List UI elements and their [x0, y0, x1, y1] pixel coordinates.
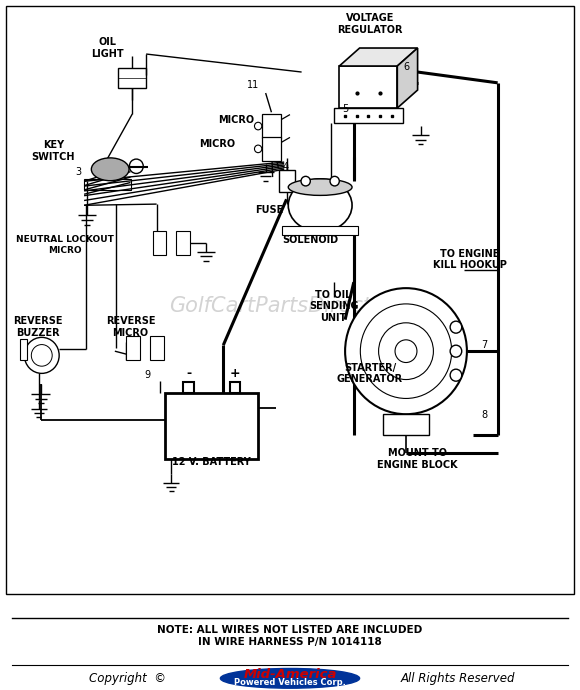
- Polygon shape: [397, 48, 418, 108]
- Text: FUSE: FUSE: [256, 205, 284, 215]
- Text: REVERSE
BUZZER: REVERSE BUZZER: [13, 316, 63, 338]
- Bar: [334, 108, 403, 123]
- Circle shape: [450, 369, 462, 381]
- Text: REVERSE
MICRO: REVERSE MICRO: [106, 316, 155, 338]
- Text: KEY
SWITCH: KEY SWITCH: [31, 141, 75, 162]
- Circle shape: [255, 145, 262, 152]
- Bar: [20, 339, 27, 360]
- Text: Mid-America: Mid-America: [243, 668, 337, 681]
- Bar: [262, 137, 281, 161]
- Bar: [126, 336, 140, 360]
- Text: 12 V. BATTERY: 12 V. BATTERY: [172, 457, 251, 467]
- Text: -: -: [186, 367, 191, 380]
- Text: All Rights Reserved: All Rights Reserved: [401, 672, 516, 685]
- Text: +: +: [230, 367, 240, 380]
- Text: OIL
LIGHT: OIL LIGHT: [91, 37, 124, 59]
- Circle shape: [450, 345, 462, 357]
- Text: VOLTAGE
REGULATOR: VOLTAGE REGULATOR: [338, 13, 403, 34]
- Text: TO OIL
SENDING
UNIT: TO OIL SENDING UNIT: [309, 290, 358, 323]
- Text: 7: 7: [481, 340, 487, 350]
- Ellipse shape: [220, 669, 360, 688]
- Bar: [282, 226, 358, 235]
- Circle shape: [301, 177, 310, 186]
- Text: MICRO: MICRO: [200, 139, 235, 149]
- Bar: [339, 66, 397, 108]
- Bar: [383, 414, 429, 435]
- Bar: [176, 230, 190, 255]
- Text: SOLENOID: SOLENOID: [282, 235, 338, 245]
- Text: NOTE: ALL WIRES NOT LISTED ARE INCLUDED
IN WIRE HARNESS P/N 1014118: NOTE: ALL WIRES NOT LISTED ARE INCLUDED …: [157, 625, 423, 647]
- Text: TO ENGINE
KILL HOOKUP: TO ENGINE KILL HOOKUP: [433, 248, 507, 270]
- Bar: [150, 336, 164, 360]
- Text: 5: 5: [343, 104, 349, 115]
- Circle shape: [450, 321, 462, 333]
- Bar: [118, 68, 146, 88]
- Text: 8: 8: [481, 411, 487, 420]
- Bar: [84, 179, 130, 190]
- Text: 6: 6: [403, 62, 409, 72]
- Circle shape: [24, 337, 59, 373]
- Bar: [279, 170, 295, 192]
- Text: 4: 4: [283, 162, 289, 172]
- Ellipse shape: [92, 158, 129, 181]
- Text: Powered Vehicles Corp.: Powered Vehicles Corp.: [234, 678, 346, 687]
- Text: MOUNT TO
ENGINE BLOCK: MOUNT TO ENGINE BLOCK: [377, 448, 458, 470]
- Bar: [262, 114, 281, 138]
- Text: 11: 11: [246, 80, 259, 90]
- Circle shape: [255, 122, 262, 130]
- Circle shape: [345, 288, 467, 414]
- Text: Copyright  ©: Copyright ©: [89, 672, 166, 685]
- Text: MICRO: MICRO: [219, 115, 255, 125]
- Text: GolfCartPartsDirect: GolfCartPartsDirect: [169, 296, 371, 316]
- Polygon shape: [339, 48, 418, 66]
- Ellipse shape: [288, 179, 352, 195]
- Circle shape: [330, 177, 339, 186]
- Text: 3: 3: [75, 167, 81, 177]
- Bar: [165, 393, 258, 460]
- Text: NEUTRAL LOCKOUT
MICRO: NEUTRAL LOCKOUT MICRO: [16, 235, 114, 255]
- Text: STARTER/
GENERATOR: STARTER/ GENERATOR: [337, 362, 403, 384]
- Bar: [153, 230, 166, 255]
- Ellipse shape: [288, 179, 352, 232]
- Text: 9: 9: [145, 371, 151, 380]
- Bar: [230, 382, 240, 393]
- Bar: [183, 382, 194, 393]
